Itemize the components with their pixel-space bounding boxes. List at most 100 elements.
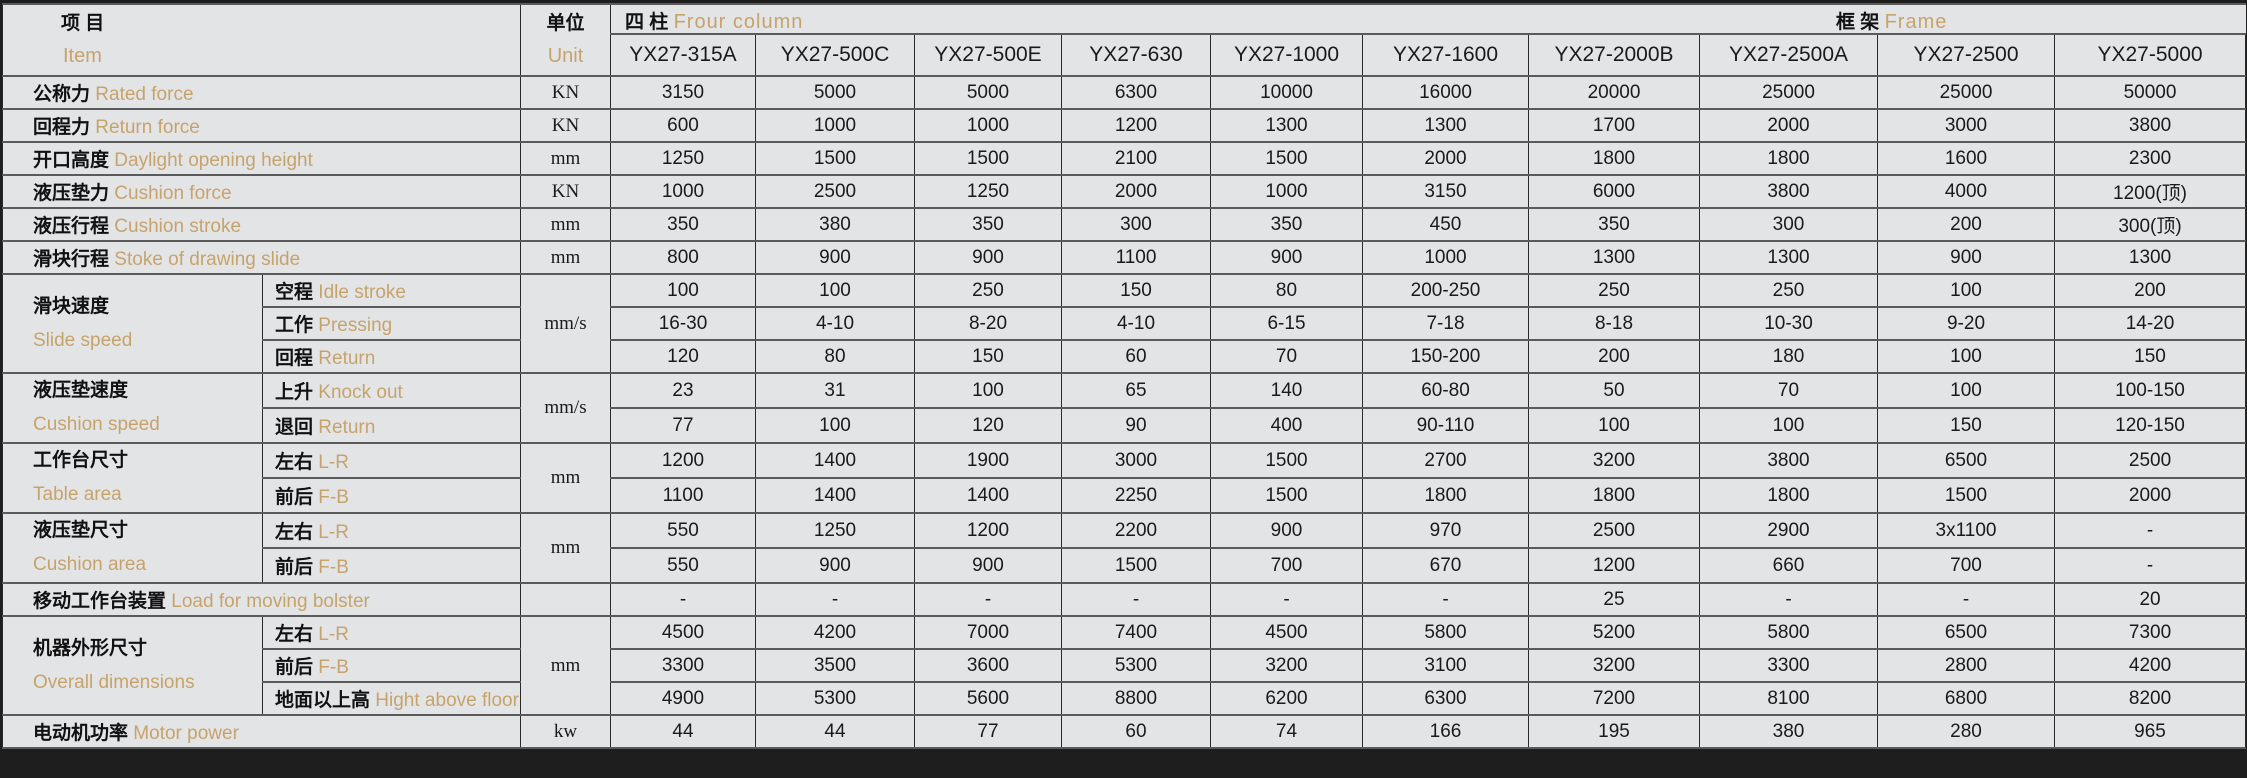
table-row: 机器外形尺寸 Overall dimensions 左右 L-R mm 4500 4200… [2, 615, 2247, 716]
row-label: 移动工作台装置 Load for moving bolster [2, 582, 521, 617]
row-label-en: Motor power [133, 723, 239, 744]
value-cell: - [755, 582, 915, 617]
value-cell: 4500 [1210, 615, 1363, 650]
row-sub-label-zh: 左右 [275, 522, 314, 543]
value-cell: - [1877, 582, 2055, 617]
spec-table-body: 公称力 Rated force KN 3150 5000 5000 6300 10000 16… [2, 75, 2247, 749]
table-row: 工作 Pressing 16-30 4-10 8-20 4-10 6-15 7-18 8-18… [3, 306, 2247, 341]
value-cell: 31 [755, 372, 915, 409]
value-cell: 660 [1699, 547, 1878, 584]
unit-cell: mm [520, 615, 611, 716]
value-cell: 2000 [1362, 141, 1529, 176]
value-cell: 2200 [1061, 512, 1211, 549]
table-row: 回程 Return 120 80 150 60 70 150-200 200 180 100 150 [3, 339, 2247, 374]
group-four-column: 四 柱 Frour column [625, 7, 804, 33]
model-header: YX27-1600 [1362, 33, 1529, 77]
value-cell: 700 [1877, 547, 2055, 584]
value-cell: 550 [610, 547, 756, 584]
value-cell: 5000 [755, 75, 915, 110]
row-sub-label-zh: 退回 [275, 417, 314, 438]
value-cell: 900 [755, 240, 915, 275]
row-label-en: Return force [95, 117, 200, 138]
row-label: 液压垫力 Cushion force [2, 174, 521, 209]
value-cell: 300 [1061, 207, 1211, 242]
value-cell: 3000 [1877, 108, 2055, 143]
value-cell: 3000 [1061, 442, 1211, 479]
value-cell: 3x1100 [1877, 512, 2055, 549]
value-cell: - [1699, 582, 1878, 617]
row-label-zh: 移动工作台装置 [33, 591, 167, 612]
row-group-label: 机器外形尺寸 Overall dimensions [2, 615, 263, 716]
value-cell: 1800 [1362, 477, 1529, 514]
row-sub-label: 左右 L-R [262, 615, 521, 650]
value-cell: 180 [1699, 339, 1878, 374]
value-cell: 250 [914, 273, 1062, 308]
row-label-zh: 液压垫力 [33, 183, 110, 204]
value-cell: 1300 [1528, 240, 1700, 275]
unit-cell: mm/s [520, 273, 611, 374]
model-header: YX27-630 [1061, 33, 1211, 77]
row-sub-label-zh: 左右 [275, 624, 314, 645]
unit-cell: mm [520, 512, 611, 584]
row-sub-label: 空程 Idle stroke [262, 273, 521, 308]
value-cell: 20 [2053, 582, 2247, 617]
value-cell: 6200 [1210, 681, 1363, 716]
value-cell: 250 [1528, 273, 1700, 308]
value-cell: 1250 [610, 141, 756, 176]
table-row: 液压行程 Cushion stroke mm 350 380 350 300 350 450 3… [2, 207, 2247, 242]
table-row: 液压垫尺寸 Cushion area 左右 L-R mm 550 1250 1200 2200… [2, 512, 2247, 584]
value-cell: 5600 [914, 681, 1062, 716]
value-cell: 100 [755, 407, 915, 444]
value-cell: 4-10 [1061, 306, 1211, 341]
value-cell: 1800 [1699, 477, 1878, 514]
value-cell: 900 [1210, 512, 1363, 549]
value-cell: 1100 [610, 477, 756, 514]
value-cell: 380 [755, 207, 915, 242]
value-cell: 900 [914, 240, 1062, 275]
value-cell: 77 [914, 714, 1062, 749]
value-cell: - [1061, 582, 1211, 617]
value-cell: 100 [1877, 339, 2055, 374]
model-header: YX27-500C [755, 33, 915, 77]
row-label: 滑块行程 Stoke of drawing slide [2, 240, 521, 275]
value-cell: 900 [914, 547, 1062, 584]
value-cell: 2300 [2053, 141, 2247, 176]
row-label: 回程力 Return force [2, 108, 521, 143]
value-cell: 14-20 [2053, 306, 2247, 341]
table-row: 移动工作台装置 Load for moving bolster - - - - - -25-… [2, 582, 2247, 617]
value-cell: 6300 [1362, 681, 1529, 716]
value-cell: 350 [1528, 207, 1700, 242]
row-group-label-zh: 工作台尺寸 [33, 450, 129, 471]
row-group-label-zh: 滑块速度 [33, 295, 110, 317]
value-cell: 1500 [1210, 141, 1363, 176]
header-unit: 单位 Unit [520, 3, 611, 77]
value-cell: 3300 [610, 648, 756, 683]
value-cell: 60 [1061, 714, 1211, 749]
value-cell: 2700 [1362, 442, 1529, 479]
row-label-zh: 回程力 [33, 117, 91, 138]
value-cell: 6000 [1528, 174, 1700, 209]
row-group-label: 液压垫速度 Cushion speed [2, 372, 263, 444]
header-model-groups: 四 柱 Frour column 框 架 Frame [610, 3, 2246, 35]
group-four-column-en: Frour column [673, 11, 804, 33]
value-cell: 60-80 [1362, 372, 1529, 409]
model-header: YX27-2000B [1528, 33, 1700, 77]
row-sub-label-zh: 工作 [275, 315, 314, 336]
value-cell: 3100 [1362, 648, 1529, 683]
value-cell: 2250 [1061, 477, 1211, 514]
header-unit-en: Unit [547, 45, 584, 67]
value-cell: 2800 [1877, 648, 2055, 683]
value-cell: 3150 [610, 75, 756, 110]
value-cell: 2500 [755, 174, 915, 209]
value-cell: 1300 [2053, 240, 2247, 275]
value-cell: 23 [610, 372, 756, 409]
row-group-label-zh: 液压垫速度 [33, 380, 129, 401]
value-cell: 250 [1699, 273, 1878, 308]
value-cell: 25 [1528, 582, 1700, 617]
row-sub-label-en: Return [318, 417, 376, 438]
header-item: 项 目 Item [2, 3, 521, 77]
unit-cell: KN [520, 75, 611, 110]
value-cell: 100 [1528, 407, 1700, 444]
value-cell: 16-30 [610, 306, 756, 341]
row-label-zh: 开口高度 [33, 150, 110, 171]
